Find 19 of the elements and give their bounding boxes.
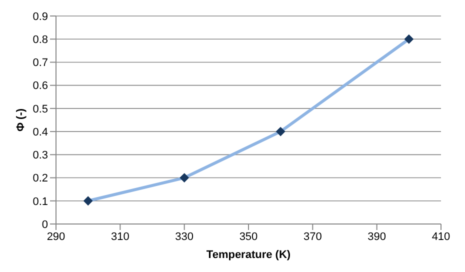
- x-tick-label: 310: [110, 230, 130, 243]
- y-tick-label: 0.3: [32, 150, 48, 162]
- y-tick-label: 0: [42, 218, 48, 231]
- y-axis-title: Φ (-): [14, 108, 27, 132]
- y-tick-label: 0.8: [32, 34, 48, 46]
- y-tick-label: 0.5: [32, 103, 48, 116]
- x-tick-label: 330: [175, 230, 194, 243]
- x-axis-title: Temperature (K): [206, 249, 291, 261]
- x-tick-label: 290: [46, 230, 66, 243]
- x-tick-label: 370: [303, 230, 322, 243]
- x-tick-label: 410: [432, 230, 450, 243]
- y-tick-label: 0.9: [32, 10, 48, 23]
- y-tick-label: 0.1: [32, 196, 48, 208]
- x-tick-label: 350: [239, 230, 258, 243]
- y-tick-label: 0.7: [32, 57, 48, 70]
- x-tick-label: 390: [368, 230, 386, 243]
- y-tick-label: 0.6: [32, 80, 48, 92]
- y-tick-label: 0.2: [32, 172, 48, 185]
- y-tick-label: 0.4: [32, 126, 48, 138]
